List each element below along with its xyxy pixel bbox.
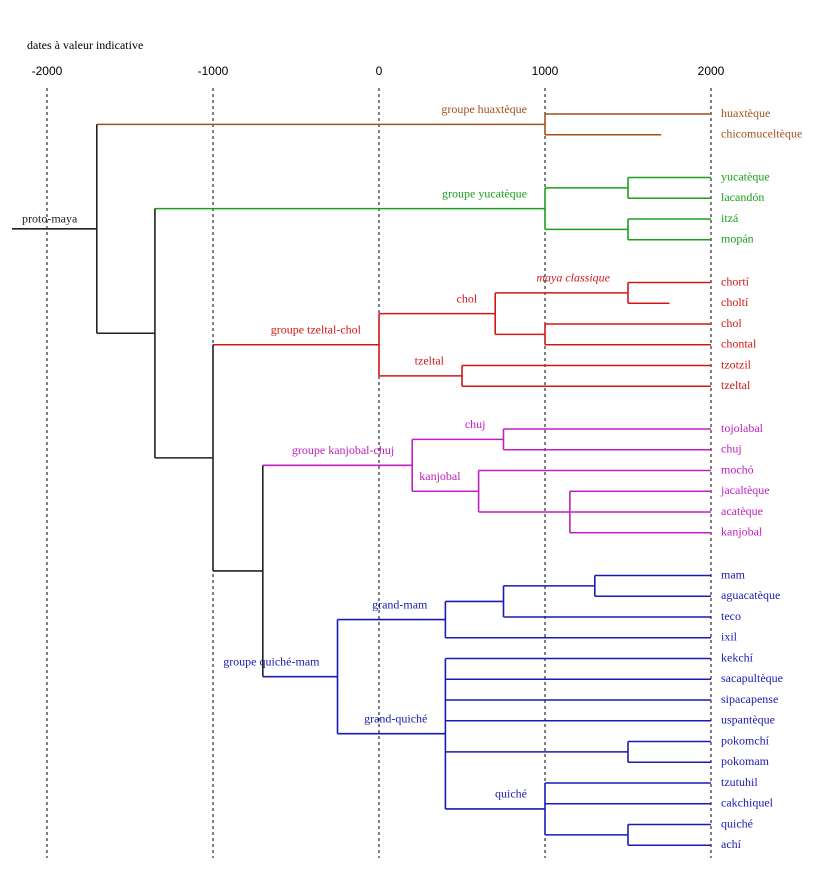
group-label: groupe kanjobal-chuj <box>292 443 394 457</box>
group-label: groupe quiché-mam <box>223 654 320 668</box>
leaf-label: chontal <box>721 337 757 351</box>
x-tick-label: 0 <box>376 64 383 78</box>
leaf-label: uspantèque <box>721 713 775 727</box>
leaf-label: chuj <box>721 442 742 456</box>
group-label: chuj <box>465 417 486 431</box>
leaf-label: quiché <box>721 816 753 830</box>
leaf-label: tzeltal <box>721 378 751 392</box>
leaf-label: acatèque <box>721 504 763 518</box>
leaf-label: sipacapense <box>721 692 778 706</box>
leaf-label: kanjobal <box>721 525 763 539</box>
leaf-label: chicomuceltèque <box>721 127 802 141</box>
leaf-label: itzá <box>721 211 739 225</box>
group-label: quiché <box>495 787 527 801</box>
group-label: groupe tzeltal-chol <box>271 323 362 337</box>
root-label: proto-maya <box>22 212 78 226</box>
group-label: groupe huaxtèque <box>441 102 527 116</box>
group-label: grand-mam <box>372 597 428 611</box>
leaf-label: mochó <box>721 462 754 476</box>
leaf-label: aguacatèque <box>721 588 780 602</box>
leaf-label: yucatèque <box>721 169 770 183</box>
leaf-label: choltí <box>721 295 749 309</box>
leaf-label: sacapultèque <box>721 671 783 685</box>
leaf-label: tzutuhil <box>721 775 758 789</box>
x-tick-label: -2000 <box>32 64 63 78</box>
leaf-label: lacandón <box>721 190 764 204</box>
axis-title: dates à valeur indicative <box>27 38 143 52</box>
leaf-label: mam <box>721 567 746 581</box>
leaf-label: kekchí <box>721 650 754 664</box>
leaf-label: cakchiquel <box>721 796 774 810</box>
leaf-label: teco <box>721 609 741 623</box>
x-tick-label: 1000 <box>532 64 559 78</box>
x-tick-label: 2000 <box>698 64 725 78</box>
leaf-label: huaxtèque <box>721 106 770 120</box>
group-label: grand-quiché <box>364 711 427 725</box>
leaf-label: pokomchí <box>721 733 770 747</box>
group-label: chol <box>457 291 478 305</box>
group-label: kanjobal <box>419 469 461 483</box>
leaf-label: jacaltèque <box>720 483 770 497</box>
leaf-label: mopán <box>721 232 754 246</box>
group-label: tzeltal <box>415 354 445 368</box>
x-tick-label: -1000 <box>198 64 229 78</box>
leaf-label: tojolabal <box>721 421 764 435</box>
group-label: groupe yucatèque <box>442 186 527 200</box>
leaf-label: tzotzil <box>721 357 752 371</box>
leaf-label: ixil <box>721 630 738 644</box>
leaf-label: chortí <box>721 274 750 288</box>
group-label: maya classique <box>536 271 610 285</box>
leaf-label: pokomam <box>721 754 770 768</box>
leaf-label: achí <box>721 837 742 851</box>
leaf-label: chol <box>721 316 742 330</box>
